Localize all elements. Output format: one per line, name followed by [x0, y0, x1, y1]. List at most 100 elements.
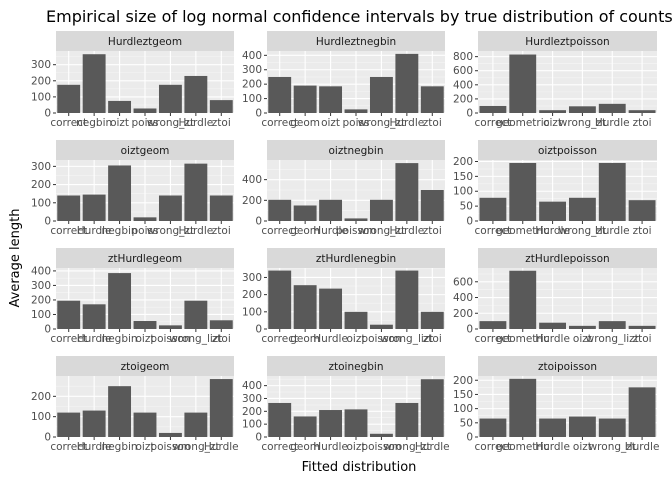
bar	[158, 432, 182, 437]
y-tick-label: 0	[255, 216, 262, 228]
x-tick-label: wrong_zt	[172, 441, 219, 453]
x-tick-label: geom	[290, 333, 320, 345]
bar	[509, 54, 537, 113]
bar	[598, 321, 626, 329]
x-tick-label: geometric	[496, 441, 550, 453]
x-tick-label: oizt	[573, 333, 592, 345]
y-tick-label: 600	[453, 65, 473, 77]
bar	[293, 85, 317, 113]
bar	[319, 410, 343, 437]
x-tick-label: correct	[475, 333, 512, 345]
y-tick-label: 0	[255, 324, 262, 336]
bar	[395, 53, 419, 113]
bar	[369, 433, 393, 437]
y-tick-label: 0	[466, 108, 473, 120]
facet-strip-label: Hurdleztpoisson	[525, 36, 609, 48]
facet-strip	[267, 356, 445, 376]
x-tick-label: wrong_lizt	[586, 333, 639, 345]
facet-strip	[478, 140, 657, 160]
bar	[209, 320, 233, 329]
facet-strip-label: oiztpoisson	[538, 145, 597, 157]
x-tick-label: Hurdle	[178, 117, 213, 129]
panel-background	[478, 376, 657, 437]
x-tick-label: oizt	[543, 117, 562, 129]
x-tick-label: wrong_zt	[358, 117, 405, 129]
facet-panel: ztHurdlegeom 0 100 200 300 400 correctHurdlene…	[31, 248, 234, 345]
facet-strip-label: Hurdleztnegbin	[316, 36, 396, 48]
y-tick-label: 100	[31, 309, 51, 321]
facet-strip	[56, 356, 234, 376]
y-tick-label: 150	[453, 171, 473, 183]
x-tick-label: oizt	[136, 441, 155, 453]
facet-strip-label: Hurdleztgeom	[108, 36, 182, 48]
bar	[158, 84, 182, 113]
y-tick-label: 800	[453, 51, 473, 63]
x-tick-label: Hurdle	[535, 333, 570, 345]
x-tick-label: correct	[261, 117, 298, 129]
bar	[479, 418, 507, 437]
y-tick-label: 100	[242, 419, 262, 431]
bar	[184, 163, 208, 221]
bar	[108, 273, 132, 329]
bar	[509, 162, 537, 221]
x-tick-label: Hurdle	[313, 333, 348, 345]
bar	[268, 402, 292, 437]
y-tick-label: 200	[242, 195, 262, 207]
bar	[82, 194, 106, 221]
x-tick-label: oizt	[573, 441, 592, 453]
facet-panel: oiztpoisson050100150200correctgeometricH…	[453, 140, 657, 237]
facet-strip-label: ztoipoisson	[538, 361, 597, 373]
facet-panel: oiztnegbin0200400correctgeomHurdlepoisso…	[242, 140, 445, 237]
facet-strip-label: oiztgeom	[121, 145, 170, 157]
bar	[395, 163, 419, 221]
bar	[420, 379, 444, 437]
y-tick-label: 100	[31, 197, 51, 209]
bar	[268, 270, 292, 329]
bar	[158, 195, 182, 221]
bar	[293, 416, 317, 437]
y-tick-label: 200	[31, 75, 51, 87]
bar	[293, 285, 317, 329]
bar	[420, 189, 444, 221]
x-tick-label: geometric	[496, 117, 550, 129]
x-tick-label: Hurdle	[77, 441, 112, 453]
x-tick-label: Hurdle	[77, 333, 112, 345]
y-tick-label: 0	[255, 432, 262, 444]
bar	[158, 325, 182, 329]
x-tick-label: geom	[290, 225, 320, 237]
y-tick-label: 200	[453, 156, 473, 168]
y-tick-label: 100	[242, 93, 262, 105]
x-tick-label: correct	[50, 117, 87, 129]
bar	[509, 270, 537, 329]
bar	[268, 199, 292, 221]
bar	[344, 218, 368, 221]
bar	[598, 418, 626, 437]
x-tick-label: negbin	[102, 441, 138, 453]
bar	[539, 110, 567, 113]
x-tick-label: correct	[261, 225, 298, 237]
y-tick-label: 200	[242, 289, 262, 301]
y-tick-label: 200	[31, 294, 51, 306]
x-tick-label: Hurdle	[535, 441, 570, 453]
y-tick-label: 0	[44, 108, 51, 120]
x-tick-label: wrong_lizt	[380, 333, 433, 345]
x-tick-label: poisson	[150, 441, 190, 453]
bar	[293, 205, 317, 221]
x-tick-label: Hurdle	[313, 441, 348, 453]
x-axis-title: Fitted distribution	[302, 460, 417, 475]
x-tick-label: oizt	[136, 333, 155, 345]
x-tick-label: poiss	[343, 117, 370, 129]
bar	[568, 106, 596, 113]
bar	[369, 76, 393, 113]
x-tick-label: Hurdle	[535, 225, 570, 237]
x-tick-label: Hurdle	[389, 117, 424, 129]
x-tick-label: poiss	[132, 117, 159, 129]
bar	[319, 86, 343, 113]
x-tick-label: oizt	[110, 117, 129, 129]
bar	[344, 409, 368, 437]
bar	[319, 199, 343, 221]
x-tick-label: ztoi	[423, 333, 442, 345]
bar	[479, 197, 507, 221]
x-tick-label: correct	[475, 225, 512, 237]
y-tick-label: 0	[255, 108, 262, 120]
